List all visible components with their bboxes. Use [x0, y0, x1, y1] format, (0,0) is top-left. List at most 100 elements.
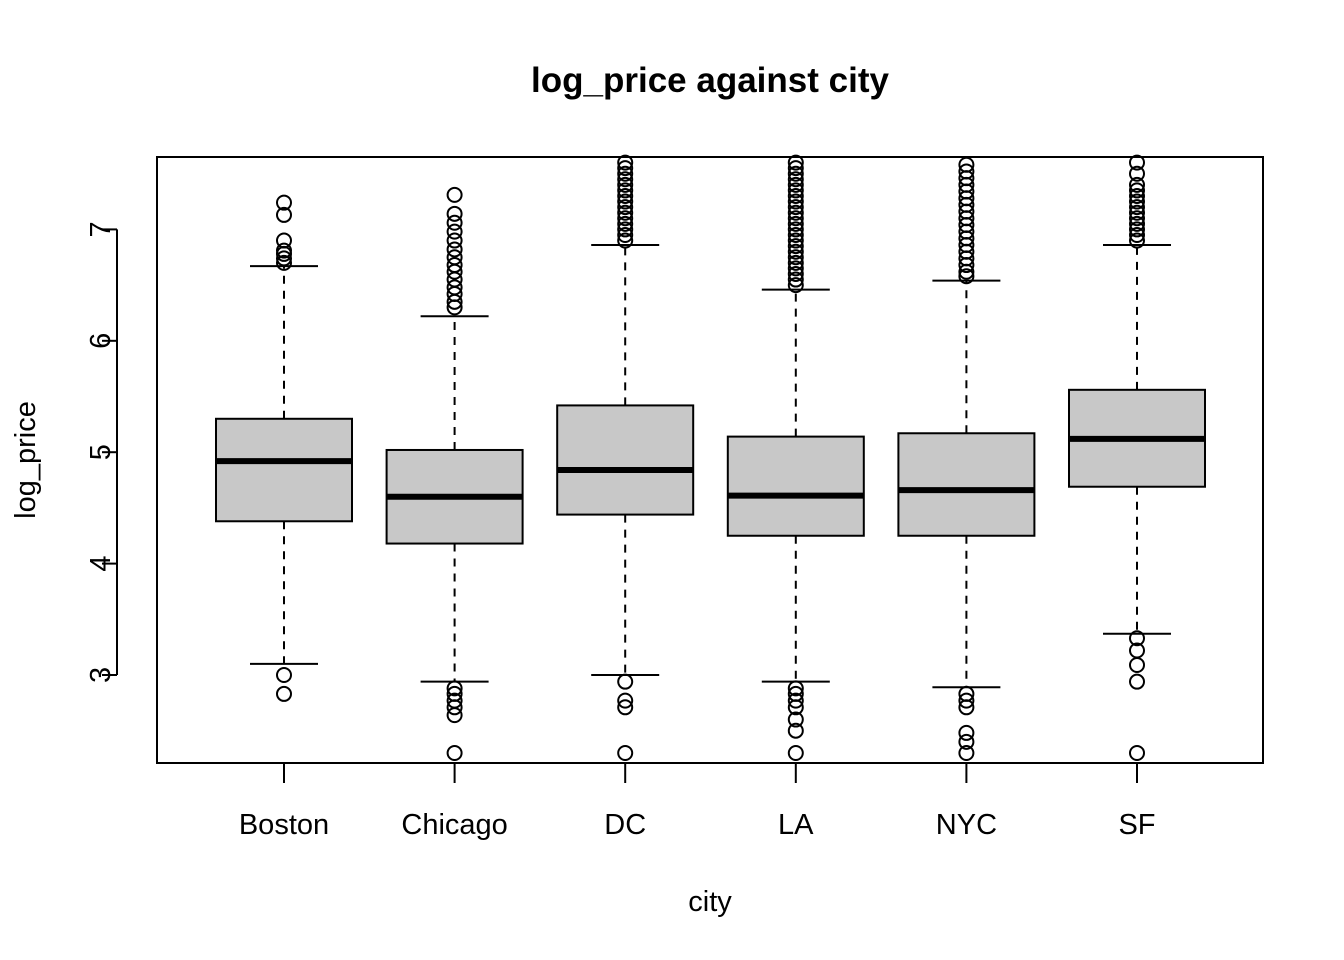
outlier-point: [446, 685, 463, 702]
outlier-point: [787, 722, 804, 739]
x-axis: Boston Chicago DC LA NYC SF: [239, 762, 1156, 841]
outlier-point: [617, 160, 634, 177]
outlier-point: [1129, 199, 1145, 216]
outlier-point: [958, 692, 975, 709]
outlier-point: [617, 176, 634, 193]
outlier-point: [787, 199, 804, 216]
outlier-point: [617, 199, 634, 216]
outlier-point: [446, 680, 463, 697]
outlier-point: [446, 241, 463, 258]
outlier-point: [787, 182, 804, 199]
outlier-point: [958, 156, 975, 173]
box-nyc: [897, 156, 1036, 761]
y-tick-label: 7: [85, 221, 117, 237]
y-tick-label: 6: [85, 333, 117, 349]
outlier-point: [617, 193, 634, 210]
outlier-point: [617, 215, 634, 232]
outlier-point: [617, 171, 634, 188]
outlier-point: [446, 744, 463, 761]
outlier-point: [276, 250, 292, 267]
outlier-point: [276, 254, 292, 271]
outlier-point: [1129, 673, 1145, 690]
x-tick-label: DC: [604, 809, 646, 841]
outlier-point: [787, 232, 804, 249]
outlier-point: [446, 223, 463, 240]
outlier-point: [446, 214, 463, 231]
chart-title: log_price against city: [531, 61, 889, 100]
outlier-point: [787, 187, 804, 204]
outlier-point: [787, 154, 804, 171]
outlier-point: [1129, 232, 1145, 249]
box-sf: [1068, 154, 1206, 761]
outlier-point: [276, 242, 292, 259]
outlier-point: [787, 165, 804, 182]
outlier-point: [787, 249, 804, 266]
iqr-box: [726, 435, 865, 537]
outlier-point: [446, 232, 463, 249]
outlier-point: [1129, 154, 1145, 171]
outlier-point: [787, 193, 804, 210]
outlier-point: [787, 243, 804, 260]
outlier-point: [617, 673, 634, 690]
outlier-point: [787, 254, 804, 271]
outlier-point: [787, 680, 804, 697]
iqr-box: [215, 417, 353, 523]
outlier-point: [1129, 204, 1145, 221]
box-chicago: [385, 186, 524, 761]
outlier-point: [617, 744, 634, 761]
outlier-point: [276, 685, 292, 702]
outlier-point: [958, 268, 975, 285]
y-tick-label: 5: [85, 444, 117, 460]
box-la: [726, 154, 865, 761]
outlier-point: [958, 724, 975, 741]
outlier-point: [787, 160, 804, 177]
box-boston: [215, 194, 353, 702]
outlier-point: [787, 271, 804, 288]
outlier-point: [617, 204, 634, 221]
outlier-point: [958, 163, 975, 180]
outlier-point: [617, 154, 634, 171]
outlier-point: [1129, 176, 1145, 193]
outlier-point: [446, 249, 463, 266]
outlier-point: [276, 666, 292, 683]
outlier-point: [787, 692, 804, 709]
box-dc: [556, 154, 695, 761]
outlier-point: [1129, 630, 1145, 647]
x-tick-label: NYC: [936, 809, 997, 841]
outlier-point: [1129, 193, 1145, 210]
outlier-point: [1129, 642, 1145, 659]
outlier-point: [787, 744, 804, 761]
x-tick-label: Boston: [239, 809, 329, 841]
outlier-point: [958, 685, 975, 702]
outlier-point: [1129, 744, 1145, 761]
x-tick-label: LA: [778, 809, 814, 841]
outlier-point: [787, 260, 804, 277]
x-axis-label: city: [688, 886, 732, 918]
outlier-point: [617, 221, 634, 238]
y-axis: 3 4 5 6 7: [85, 221, 118, 683]
y-axis-label: log_price: [10, 401, 42, 519]
outlier-point: [446, 186, 463, 203]
outlier-point: [617, 210, 634, 227]
outlier-point: [787, 210, 804, 227]
outlier-point: [617, 187, 634, 204]
iqr-box: [556, 404, 695, 516]
outlier-point: [958, 733, 975, 750]
outlier-point: [446, 279, 463, 296]
outlier-point: [1129, 187, 1145, 204]
y-tick-label: 4: [85, 556, 117, 572]
x-tick-label: Chicago: [401, 809, 507, 841]
outlier-point: [617, 699, 634, 716]
outlier-point: [617, 232, 634, 249]
outlier-point: [617, 692, 634, 709]
iqr-box: [897, 432, 1036, 537]
outlier-point: [1129, 215, 1145, 232]
x-tick-label: SF: [1118, 809, 1155, 841]
outlier-point: [617, 182, 634, 199]
outlier-point: [787, 238, 804, 255]
outlier-point: [787, 204, 804, 221]
outlier-point: [1129, 182, 1145, 199]
outlier-point: [787, 215, 804, 232]
outlier-point: [446, 205, 463, 222]
